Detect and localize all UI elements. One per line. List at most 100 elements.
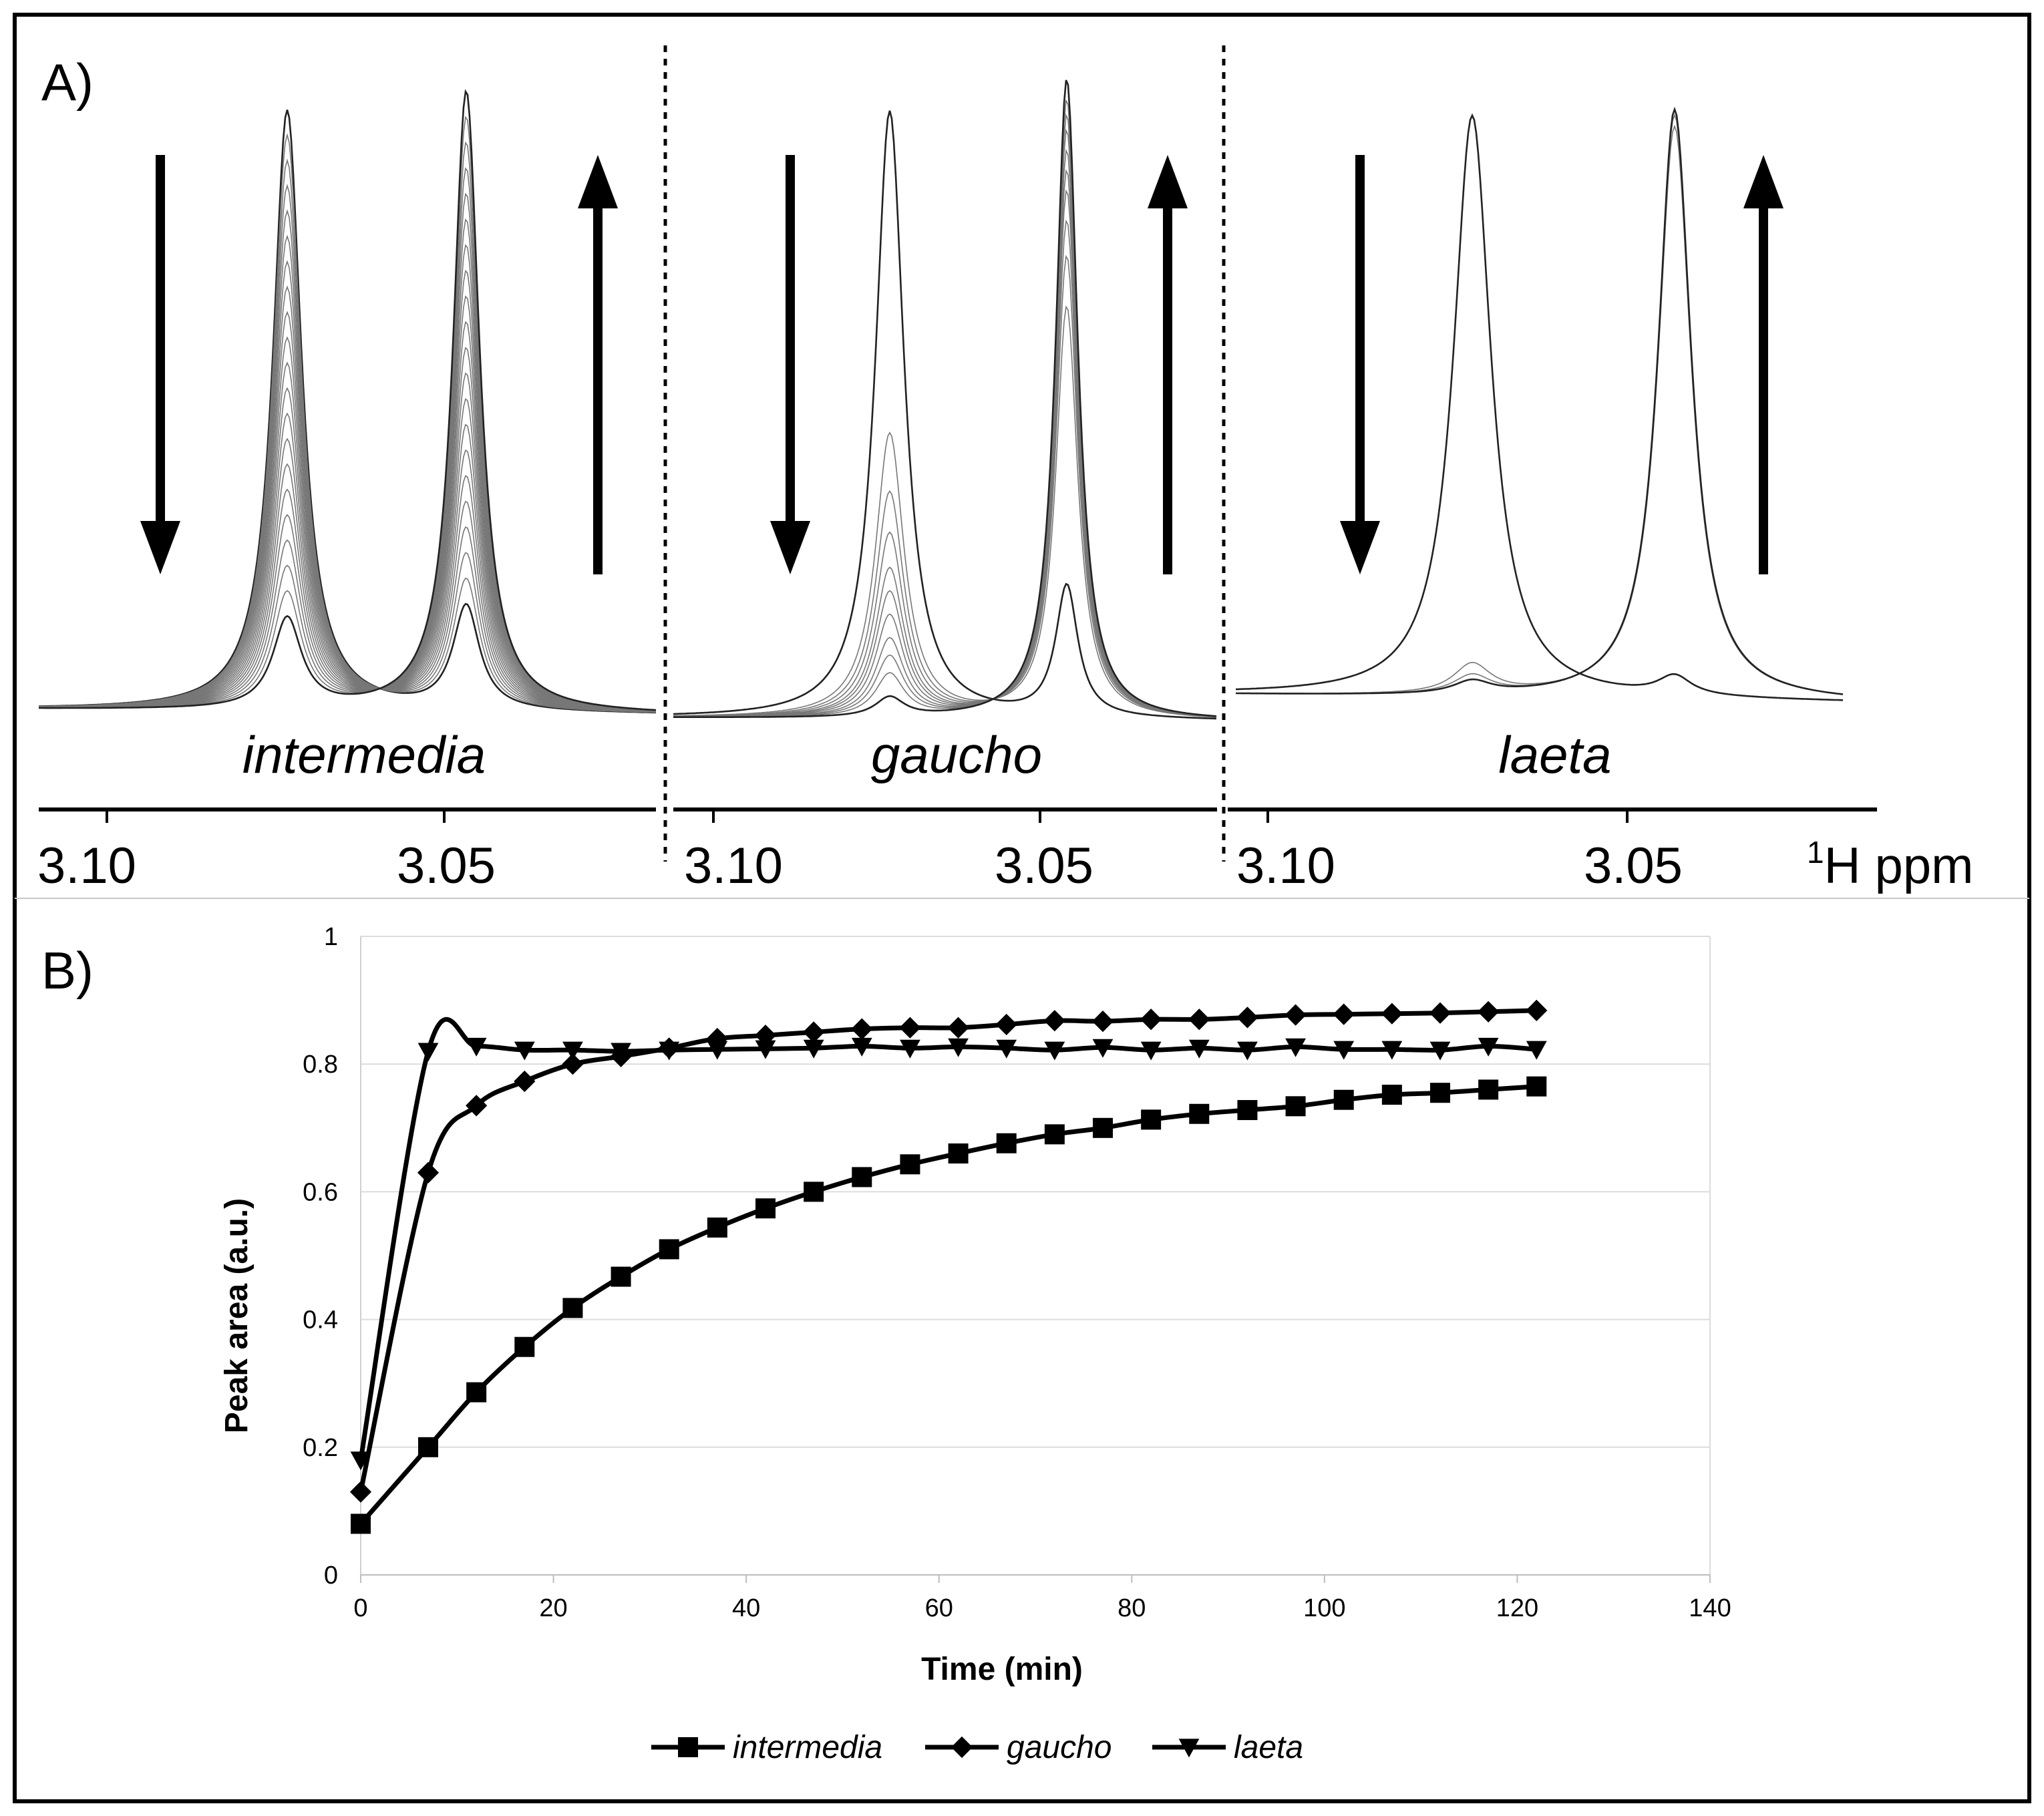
spectrum-trace: [673, 219, 1217, 718]
series-laeta: [350, 1017, 1547, 1471]
data-point-gaucho: [417, 1161, 440, 1184]
data-point-gaucho: [466, 1095, 488, 1117]
panel-b-label: B): [41, 941, 94, 1000]
data-point-intermedia: [1333, 1089, 1354, 1110]
spectrum-trace: [673, 305, 1217, 718]
data-point-laeta: [1285, 1038, 1306, 1057]
data-point-laeta: [1333, 1041, 1355, 1060]
data-point-gaucho: [1140, 1009, 1162, 1031]
data-point-gaucho: [947, 1017, 969, 1039]
y-tick-label: 1: [324, 923, 338, 951]
data-point-gaucho: [1236, 1007, 1258, 1029]
arrow-down-icon: [140, 521, 180, 574]
data-point-intermedia: [1430, 1083, 1450, 1103]
arrow-down-icon: [770, 521, 810, 574]
legend-label-gaucho: gaucho: [1007, 1730, 1112, 1765]
data-point-laeta: [755, 1040, 776, 1059]
data-point-laeta: [417, 1043, 439, 1062]
species-label-intermedia: intermedia: [242, 725, 486, 784]
data-point-intermedia: [466, 1382, 487, 1403]
data-point-gaucho: [1526, 999, 1548, 1021]
data-point-laeta: [900, 1039, 920, 1059]
data-point-gaucho: [706, 1027, 728, 1050]
legend-marker-intermedia: [678, 1737, 698, 1757]
arrow-shaft-up: [593, 202, 603, 574]
legend-marker-gaucho: [951, 1736, 973, 1759]
data-point-intermedia: [514, 1336, 535, 1357]
data-point-gaucho: [1333, 1003, 1355, 1025]
data-point-intermedia: [562, 1298, 583, 1318]
data-point-intermedia: [351, 1513, 371, 1534]
data-point-gaucho: [1188, 1009, 1210, 1031]
ppm-tick-label: 3.05: [995, 838, 1093, 894]
legend-marker-laeta: [1178, 1739, 1200, 1758]
nmr-spectra-traces: [38, 79, 1844, 720]
chart-series: [349, 999, 1548, 1534]
data-point-laeta: [1478, 1037, 1499, 1057]
arrow-down-icon: [1340, 521, 1380, 574]
data-point-intermedia: [755, 1198, 776, 1219]
data-point-gaucho: [1091, 1011, 1114, 1033]
x-tick-label: 120: [1496, 1594, 1538, 1622]
data-point-laeta: [562, 1041, 583, 1061]
data-point-laeta: [350, 1451, 371, 1471]
spectrum-trace: [39, 89, 657, 711]
data-point-intermedia: [804, 1182, 824, 1202]
panel-a-nmr-spectra: A) 3.10 3.05 3.10 3.05 3.10 3.05 1H ppm …: [37, 45, 1973, 894]
data-point-intermedia: [1189, 1103, 1210, 1124]
y-axis-title: Peak area (a.u.): [219, 1198, 254, 1433]
data-point-intermedia: [1478, 1079, 1499, 1100]
data-point-laeta: [514, 1041, 535, 1061]
arrow-up-icon: [1743, 155, 1783, 208]
data-point-laeta: [707, 1041, 728, 1060]
data-point-intermedia: [1141, 1109, 1162, 1130]
data-point-laeta: [1237, 1041, 1258, 1061]
data-point-intermedia: [418, 1437, 438, 1457]
data-point-intermedia: [1285, 1096, 1306, 1117]
data-point-gaucho: [995, 1013, 1017, 1036]
data-point-gaucho: [803, 1021, 825, 1043]
data-point-intermedia: [1526, 1076, 1547, 1097]
chart-legend: intermedia gaucho laeta: [651, 1730, 1303, 1765]
x-tick-label: 80: [1118, 1594, 1146, 1622]
ppm-unit-label: 1H ppm: [1807, 835, 1973, 894]
data-point-gaucho: [899, 1017, 921, 1039]
y-tick-label: 0.4: [303, 1306, 338, 1334]
spectrum-trace: [673, 79, 1217, 718]
y-tick-label: 0.8: [303, 1051, 338, 1079]
panel-b-kinetics-chart: B) 0 0.2 0.4 0.6 0.8 1 0 20 40 60 80 100 120 140 Time…: [41, 923, 1731, 1765]
panel-a-label: A): [41, 53, 94, 112]
data-point-intermedia: [1044, 1124, 1065, 1145]
data-point-laeta: [803, 1039, 824, 1059]
data-point-laeta: [1092, 1039, 1114, 1058]
arrow-up-icon: [1148, 155, 1188, 208]
data-point-laeta: [1044, 1041, 1065, 1061]
data-point-gaucho: [851, 1018, 873, 1040]
data-point-laeta: [948, 1038, 969, 1057]
data-point-laeta: [659, 1041, 680, 1061]
ppm-tick-label: 3.05: [1584, 838, 1683, 894]
ppm-tick-label: 3.05: [397, 838, 496, 894]
ppm-tick-label: 3.10: [1236, 838, 1335, 894]
data-point-gaucho: [562, 1053, 584, 1075]
legend-label-laeta: laeta: [1234, 1730, 1303, 1765]
arrow-shaft-up: [1759, 202, 1768, 574]
data-point-laeta: [1140, 1041, 1162, 1061]
x-tick-label: 40: [732, 1594, 760, 1622]
arrow-shaft-down: [786, 155, 795, 528]
data-point-gaucho: [1043, 1010, 1065, 1032]
data-point-gaucho: [1478, 1001, 1500, 1023]
data-point-intermedia: [996, 1133, 1017, 1153]
chart-axes: 0 0.2 0.4 0.6 0.8 1 0 20 40 60 80 100 120 140: [303, 923, 1731, 1622]
figure-frame: [13, 13, 2031, 1803]
y-tick-label: 0.6: [303, 1178, 338, 1206]
series-gaucho: [349, 999, 1548, 1503]
data-point-gaucho: [514, 1070, 536, 1093]
data-point-intermedia: [611, 1266, 631, 1287]
x-tick-label: 20: [539, 1594, 567, 1622]
x-tick-label: 0: [353, 1594, 367, 1622]
nmr-direction-arrows: [140, 155, 1783, 574]
data-point-laeta: [851, 1037, 872, 1057]
data-point-laeta: [1429, 1041, 1451, 1061]
